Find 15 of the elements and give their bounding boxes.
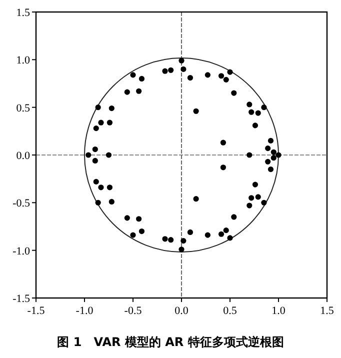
- y-tick-label: 0.0: [16, 150, 30, 162]
- x-tick-label: -0.5: [124, 305, 142, 317]
- y-tick-label: -1.5: [12, 293, 30, 305]
- y-tick-label: -0.5: [12, 198, 30, 210]
- y-tick-label: 1.0: [16, 54, 30, 67]
- x-tick-label: 0.5: [223, 305, 238, 317]
- x-tick-label: -1.5: [27, 305, 46, 317]
- text: 图 1 VAR 模型的 AR 特征多项式逆根图: [57, 335, 284, 349]
- x-tick-label: -1.0: [76, 305, 94, 317]
- y-tick-label: 1.5: [16, 7, 30, 19]
- x-tick-label: 1.5: [320, 305, 334, 317]
- x-tick-label: 0.0: [174, 305, 189, 317]
- y-tick-label: -1.0: [12, 245, 30, 258]
- y-tick-label: 0.5: [16, 102, 30, 114]
- x-tick-label: 1.0: [272, 305, 286, 317]
